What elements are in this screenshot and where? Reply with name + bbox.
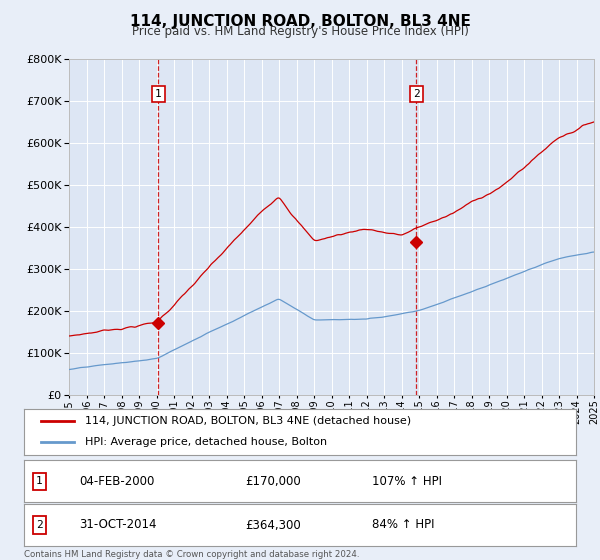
Text: 1: 1 (155, 89, 161, 99)
Text: HPI: Average price, detached house, Bolton: HPI: Average price, detached house, Bolt… (85, 437, 327, 447)
Text: 1: 1 (36, 477, 43, 486)
Text: 114, JUNCTION ROAD, BOLTON, BL3 4NE: 114, JUNCTION ROAD, BOLTON, BL3 4NE (130, 14, 470, 29)
Text: Price paid vs. HM Land Registry's House Price Index (HPI): Price paid vs. HM Land Registry's House … (131, 25, 469, 38)
Text: 04-FEB-2000: 04-FEB-2000 (79, 475, 155, 488)
Text: 2: 2 (36, 520, 43, 530)
Text: 107% ↑ HPI: 107% ↑ HPI (372, 475, 442, 488)
Text: 84% ↑ HPI: 84% ↑ HPI (372, 519, 434, 531)
Text: 2: 2 (413, 89, 419, 99)
Text: 114, JUNCTION ROAD, BOLTON, BL3 4NE (detached house): 114, JUNCTION ROAD, BOLTON, BL3 4NE (det… (85, 416, 411, 426)
Text: 31-OCT-2014: 31-OCT-2014 (79, 519, 157, 531)
Text: £364,300: £364,300 (245, 519, 301, 531)
Text: £170,000: £170,000 (245, 475, 301, 488)
Text: Contains HM Land Registry data © Crown copyright and database right 2024.
This d: Contains HM Land Registry data © Crown c… (24, 550, 359, 560)
